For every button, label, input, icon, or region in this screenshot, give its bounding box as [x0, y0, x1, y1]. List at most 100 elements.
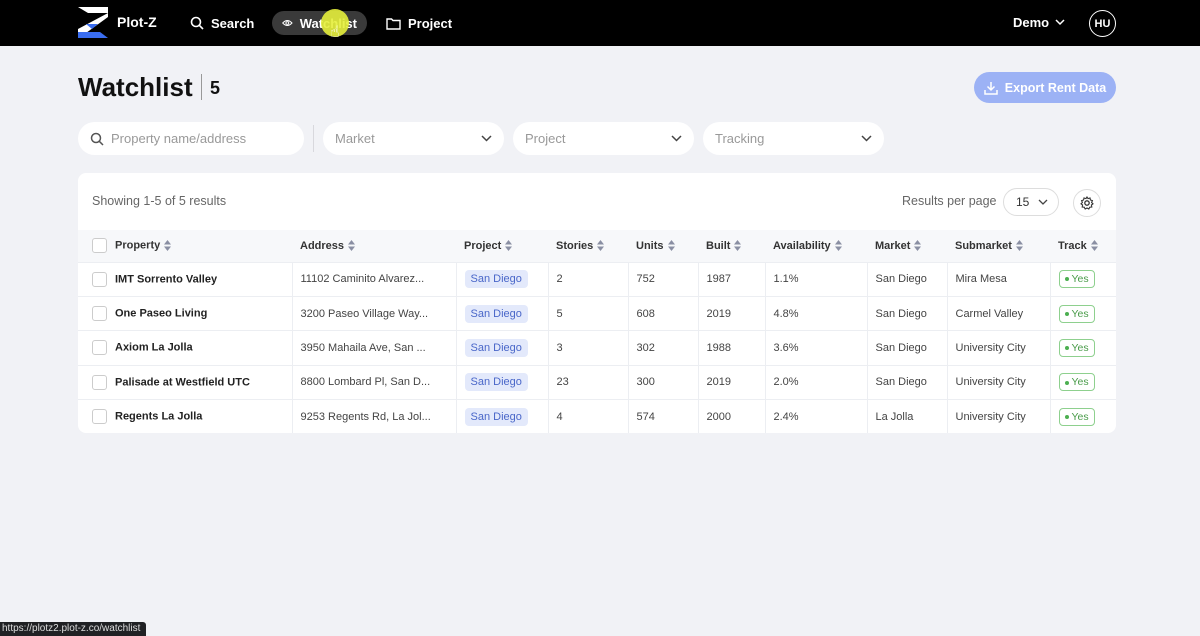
search-icon: [90, 132, 104, 146]
avatar[interactable]: HU: [1089, 10, 1116, 37]
column-header-label: Built: [706, 239, 731, 252]
cell-track: Yes: [1050, 296, 1116, 332]
chevron-down-icon: [1055, 19, 1065, 26]
property-name[interactable]: IMT Sorrento Valley: [115, 273, 218, 286]
select-all-checkbox[interactable]: [92, 238, 107, 254]
results-card: Showing 1-5 of 5 results Results per pag…: [78, 173, 1116, 433]
cell-units: 300: [628, 365, 699, 401]
sort-icon[interactable]: [505, 240, 513, 252]
cell-stories: 3: [548, 330, 629, 366]
property-name[interactable]: Palisade at Westfield UTC: [115, 376, 250, 389]
sort-icon[interactable]: [834, 240, 842, 252]
sort-icon[interactable]: [348, 240, 356, 252]
results-per-page-select[interactable]: 15: [1003, 188, 1059, 216]
cell-market: San Diego: [867, 330, 948, 366]
column-header-project[interactable]: Project: [456, 230, 548, 263]
track-badge[interactable]: Yes: [1058, 407, 1095, 426]
sort-icon[interactable]: [667, 240, 675, 252]
sort-icon[interactable]: [597, 240, 605, 252]
status-bar-url: https://plotz2.plot-z.co/watchlist: [0, 622, 147, 636]
table-row[interactable]: Palisade at Westfield UTC 8800 Lombard P…: [78, 365, 1116, 401]
plot-z-logo-icon[interactable]: [78, 7, 108, 38]
property-name[interactable]: Axiom La Jolla: [115, 341, 193, 354]
results-per-page-label: Results per page: [902, 194, 997, 208]
title-divider: [201, 74, 202, 100]
page-title: Watchlist: [78, 72, 193, 102]
column-header-label: Submarket: [955, 239, 1012, 252]
cell-property[interactable]: Palisade at Westfield UTC: [78, 365, 293, 401]
track-badge[interactable]: Yes: [1058, 304, 1095, 323]
row-checkbox[interactable]: [92, 306, 107, 322]
cell-project: San Diego: [456, 262, 549, 297]
export-rent-data-button[interactable]: Export Rent Data: [974, 72, 1116, 103]
track-badge[interactable]: Yes: [1058, 338, 1095, 357]
nav-project[interactable]: Project: [376, 11, 462, 35]
cell-property[interactable]: One Paseo Living: [78, 296, 293, 332]
row-checkbox[interactable]: [92, 271, 107, 287]
tracking-dropdown[interactable]: Tracking: [703, 122, 884, 155]
column-header-address[interactable]: Address: [292, 230, 456, 263]
column-header-market[interactable]: Market: [867, 230, 947, 263]
row-checkbox[interactable]: [92, 340, 107, 356]
nav-project-label: Project: [408, 15, 453, 31]
search-input[interactable]: [111, 131, 291, 146]
cell-stories: 4: [548, 399, 629, 433]
column-header-label: Units: [636, 239, 664, 252]
cell-property[interactable]: IMT Sorrento Valley: [78, 262, 293, 297]
project-tag: San Diego: [464, 373, 528, 392]
column-header-availability[interactable]: Availability: [765, 230, 867, 263]
cell-address: 8800 Lombard Pl, San D...: [292, 365, 457, 401]
column-header-label: Stories: [556, 239, 594, 252]
cell-property[interactable]: Axiom La Jolla: [78, 330, 293, 366]
table-row[interactable]: IMT Sorrento Valley 11102 Caminito Alvar…: [78, 262, 1116, 297]
column-header-label: Availability: [773, 239, 831, 252]
sort-icon[interactable]: [1090, 240, 1098, 252]
project-tag: San Diego: [464, 407, 528, 426]
project-placeholder: Project: [525, 131, 566, 146]
market-dropdown[interactable]: Market: [323, 122, 504, 155]
column-header-units[interactable]: Units: [628, 230, 698, 263]
cell-address: 9253 Regents Rd, La Jol...: [292, 399, 457, 433]
property-name[interactable]: Regents La Jolla: [115, 410, 203, 423]
results-count-text: Showing 1-5 of 5 results: [92, 194, 227, 208]
sort-icon[interactable]: [164, 240, 172, 252]
project-dropdown[interactable]: Project: [513, 122, 694, 155]
cell-property[interactable]: Regents La Jolla: [78, 399, 293, 433]
cell-address: 11102 Caminito Alvarez...: [292, 262, 457, 297]
table-header-row: Property Address Project Stories Units B…: [78, 230, 1116, 263]
eye-icon: [282, 20, 293, 26]
track-badge[interactable]: Yes: [1058, 270, 1095, 289]
project-tag: San Diego: [464, 270, 528, 289]
column-header-submarket[interactable]: Submarket: [947, 230, 1050, 263]
cell-units: 574: [628, 399, 699, 433]
account-menu[interactable]: Demo: [1013, 15, 1065, 30]
chevron-down-icon: [671, 135, 682, 142]
cell-submarket: University City: [947, 399, 1051, 433]
project-tag: San Diego: [464, 338, 528, 357]
track-badge[interactable]: Yes: [1058, 373, 1095, 392]
sort-icon[interactable]: [1015, 240, 1023, 252]
nav-search[interactable]: Search: [180, 11, 264, 35]
table-settings-button[interactable]: [1073, 189, 1101, 217]
row-checkbox[interactable]: [92, 374, 107, 390]
column-header-built[interactable]: Built: [698, 230, 765, 263]
table-row[interactable]: Regents La Jolla 9253 Regents Rd, La Jol…: [78, 399, 1116, 433]
table-row[interactable]: One Paseo Living 3200 Paseo Village Way.…: [78, 296, 1116, 332]
account-label: Demo: [1013, 15, 1050, 30]
column-header-track[interactable]: Track: [1050, 230, 1116, 263]
column-header-property[interactable]: Property: [78, 230, 292, 263]
project-tag: San Diego: [464, 304, 528, 323]
column-header-stories[interactable]: Stories: [548, 230, 628, 263]
cell-project: San Diego: [456, 365, 549, 401]
nav-watchlist[interactable]: Watchlist: [272, 11, 367, 35]
property-name[interactable]: One Paseo Living: [115, 307, 208, 320]
brand-name[interactable]: Plot-Z: [117, 14, 157, 30]
cell-submarket: University City: [947, 365, 1051, 401]
property-search[interactable]: [78, 122, 304, 155]
row-checkbox[interactable]: [92, 409, 107, 425]
sort-icon[interactable]: [734, 240, 742, 252]
cell-availability: 2.4%: [765, 399, 868, 433]
sort-icon[interactable]: [914, 240, 922, 252]
table-row[interactable]: Axiom La Jolla 3950 Mahaila Ave, San ...…: [78, 330, 1116, 366]
cell-availability: 2.0%: [765, 365, 868, 401]
